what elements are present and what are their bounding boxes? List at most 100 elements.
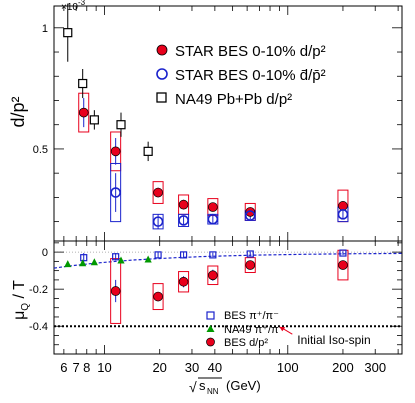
top-data-point xyxy=(245,207,256,217)
bottom-data-point xyxy=(110,286,121,296)
x-axis-label-unit: (GeV) xyxy=(226,378,261,393)
top-data-point xyxy=(78,107,89,118)
bottom-y-tick-label: 0 xyxy=(42,247,48,259)
bottom-data-point xyxy=(64,260,72,268)
top-data-point xyxy=(143,146,153,156)
bottom-sys-box xyxy=(207,265,219,286)
top-data-point xyxy=(337,209,349,220)
bottom-ytick-labels: 0 -0.2 -0.4 xyxy=(29,247,48,333)
x-tick-label: 6 xyxy=(60,360,67,375)
top-panel-frame xyxy=(53,5,403,242)
x-tick-label: 40 xyxy=(208,360,222,375)
top-data-point xyxy=(207,213,219,225)
top-data-point xyxy=(89,115,99,125)
top-sys-box xyxy=(78,92,90,133)
top-data-point xyxy=(244,210,256,221)
x-axis-sqrt-symbol: √ xyxy=(189,379,197,395)
x-tick-label: 7 xyxy=(73,360,80,375)
top-data-point xyxy=(78,78,88,89)
legend-na49-pion: NA49 π⁺/π⁻ xyxy=(206,324,285,336)
x-axis-label: √ s NN (GeV) xyxy=(189,377,261,396)
top-y-tick-label: 1 xyxy=(42,23,48,35)
top-y-tick-label: 0.5 xyxy=(33,144,48,156)
bottom-data-point xyxy=(246,250,254,258)
top-data-point xyxy=(110,187,121,198)
bottom-data-point xyxy=(339,249,347,257)
bottom-points xyxy=(64,249,348,302)
bottom-y-axis-label: μQ / T xyxy=(11,280,31,320)
legend-bes-dp2-marker xyxy=(206,337,215,347)
bottom-panel-frame xyxy=(53,240,403,355)
top-error-bars xyxy=(67,3,344,229)
top-data-point xyxy=(178,215,189,226)
x-tick-label: 200 xyxy=(332,360,354,375)
bottom-sys-box xyxy=(152,283,164,311)
bottom-data-point xyxy=(154,251,162,259)
bottom-data-point xyxy=(80,254,88,262)
legend-bes-dp2-label: BES d/p² xyxy=(224,337,268,349)
legend-na49-dp2-label: NA49 Pb+Pb d/p² xyxy=(175,91,292,108)
bottom-y-tick-label: -0.2 xyxy=(29,284,48,296)
top-data-point xyxy=(116,120,126,130)
top-sys-box xyxy=(110,131,122,172)
legend-bes-pion-label: BES π⁺/π⁻ xyxy=(224,310,279,322)
isospin-annotation: Initial Iso-spin xyxy=(279,326,371,347)
bottom-data-point xyxy=(179,251,188,259)
legend-star-dp2-marker xyxy=(156,44,168,56)
x-tick-label: 8 xyxy=(83,360,90,375)
top-data-point xyxy=(338,201,348,211)
bottom-y-tick-label: -0.4 xyxy=(29,321,48,333)
legend-star-dp2: STAR BES 0-10% d/p² xyxy=(156,43,326,60)
legend-star-dbarpbar2-marker xyxy=(156,68,168,80)
bottom-data-point xyxy=(79,259,87,267)
bottom-panel: 0 -0.2 -0.4 6 7 8 10 20 30 40 100 200 300 μQ / T √ … xyxy=(11,240,403,396)
x-axis-label-s: s xyxy=(199,378,206,393)
bottom-data-point xyxy=(90,258,98,266)
x-tick-label: 100 xyxy=(277,360,299,375)
x-tick-label: 300 xyxy=(364,360,386,375)
bottom-data-point xyxy=(117,256,125,264)
bottom-data-point xyxy=(178,276,189,287)
isospin-arrow-line xyxy=(282,327,293,335)
legend-bes-pion: BES π⁺/π⁻ xyxy=(206,310,279,322)
top-data-point xyxy=(110,146,121,157)
x-tick-label: 30 xyxy=(185,360,199,375)
bottom-data-point xyxy=(153,291,163,302)
legend-na49-pion-marker xyxy=(206,325,215,332)
legend-star-dbarpbar2: STAR BES 0-10% d̄/p̄² xyxy=(156,67,326,84)
legend-bes-dp2: BES d/p² xyxy=(206,337,268,349)
top-multiplier-label: ×10-3 xyxy=(61,0,86,13)
x-axis-label-sub: NN xyxy=(207,387,219,396)
bottom-data-point xyxy=(209,251,217,259)
model-curve xyxy=(53,252,403,269)
top-data-point xyxy=(63,28,73,38)
top-sys-box xyxy=(152,181,164,204)
top-y-axis-label: d/p² xyxy=(8,96,28,127)
top-data-point xyxy=(178,199,189,210)
x-tick-label: 20 xyxy=(152,360,166,375)
top-data-point xyxy=(207,202,218,212)
legend-star-dbarpbar2-label: STAR BES 0-10% d̄/p̄² xyxy=(175,67,326,84)
legend-bes-pion-marker xyxy=(206,311,215,320)
bottom-data-point xyxy=(112,253,120,261)
bottom-sys-box xyxy=(178,271,190,293)
isospin-arrow-head xyxy=(279,326,286,332)
bottom-data-point xyxy=(338,260,348,270)
top-ytick-labels: 0.51 xyxy=(33,23,48,156)
legend-na49-pion-label: NA49 π⁺/π⁻ xyxy=(224,324,285,336)
top-data-point xyxy=(153,187,163,198)
bottom-data-point xyxy=(144,255,152,263)
bottom-data-point xyxy=(245,260,256,270)
bottom-legend: BES π⁺/π⁻ NA49 π⁺/π⁻ BES d/p² xyxy=(206,310,285,349)
top-data-point xyxy=(152,216,164,227)
top-points xyxy=(63,28,349,227)
bottom-ticks xyxy=(54,241,402,354)
legend-na49-dp2-marker xyxy=(156,92,167,103)
top-legend: STAR BES 0-10% d/p² STAR BES 0-10% d̄/p̄… xyxy=(156,43,326,108)
x-tick-labels: 6 7 8 10 20 30 40 100 200 300 xyxy=(60,360,386,375)
isospin-annotation-label: Initial Iso-spin xyxy=(297,333,370,347)
top-ticks xyxy=(54,6,402,241)
top-panel: 0.51 ×10-3 d/p² STAR BES 0-10% d/p² STAR… xyxy=(8,0,403,242)
bottom-data-point xyxy=(207,270,218,281)
